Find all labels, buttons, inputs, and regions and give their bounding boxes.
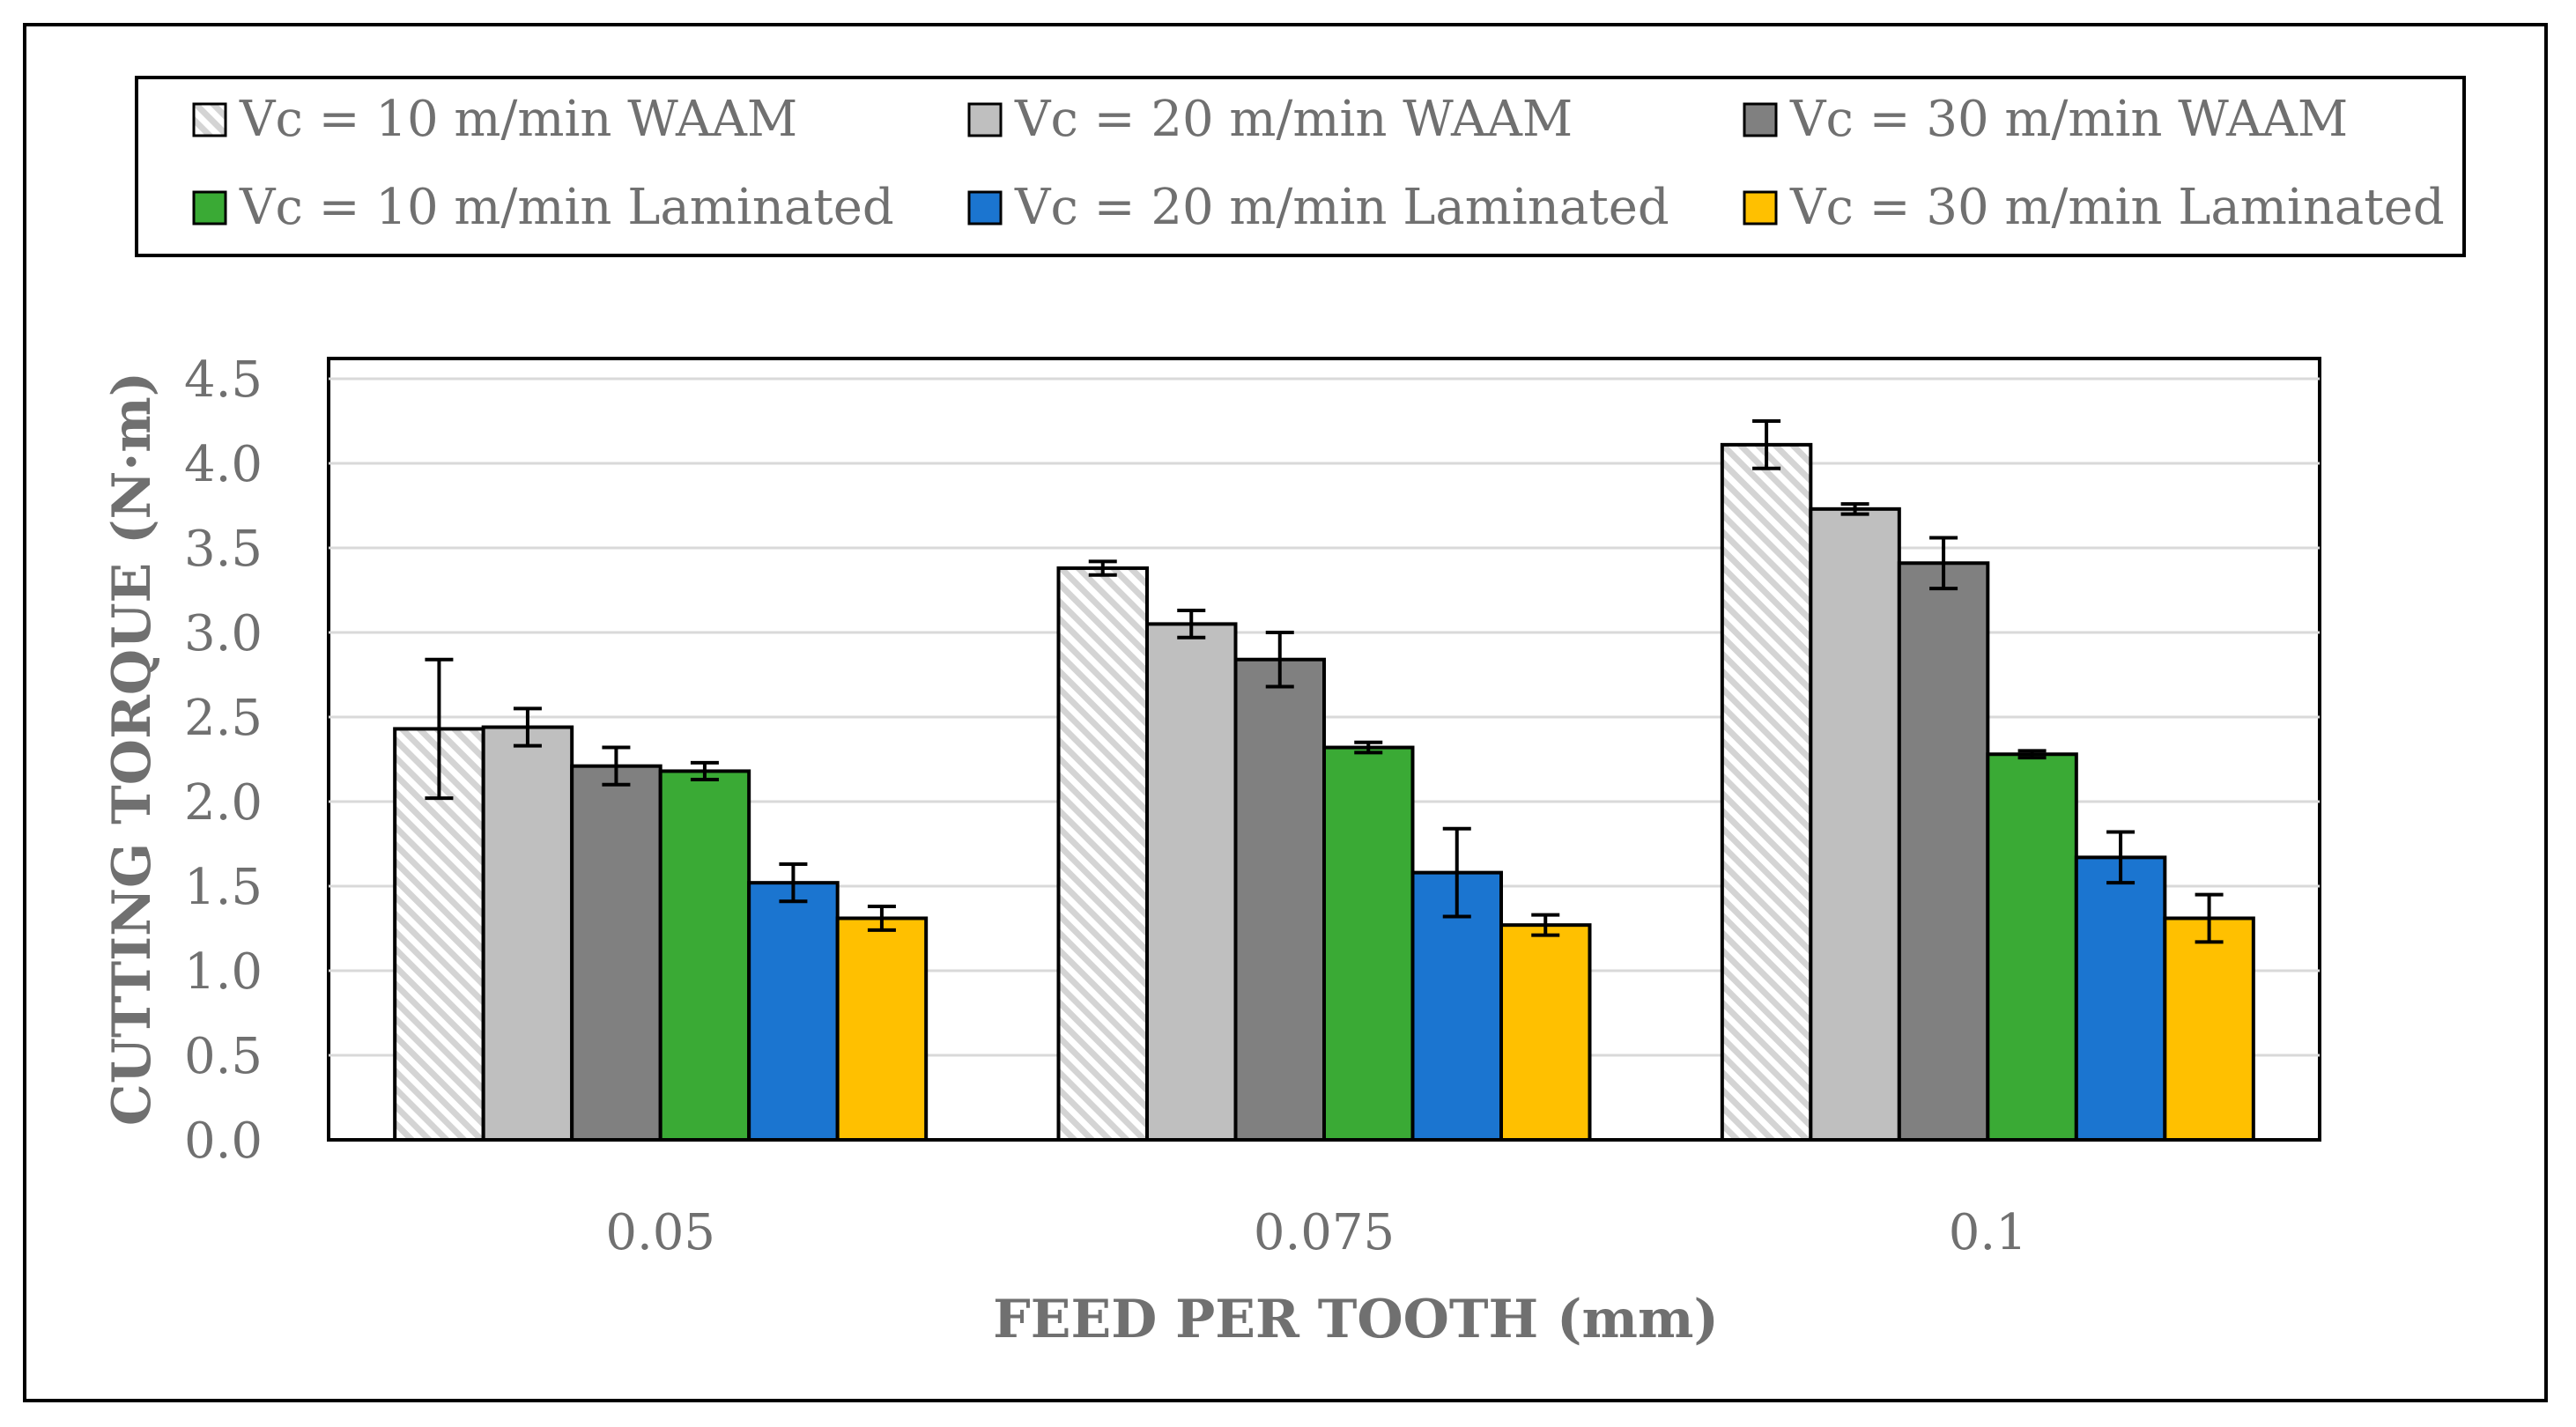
legend-swatch xyxy=(192,190,227,226)
legend-label: Vc = 20 m/min WAAM xyxy=(1014,91,1573,148)
bar xyxy=(1056,566,1149,1142)
bar xyxy=(1499,923,1592,1142)
y-tick-label: 4.0 xyxy=(184,436,263,493)
legend-swatch xyxy=(1743,102,1778,137)
bar xyxy=(1322,745,1415,1142)
legend-label: Vc = 10 m/min Laminated xyxy=(239,179,894,236)
bar xyxy=(1986,752,2078,1142)
bar xyxy=(2074,855,2167,1142)
legend-swatch xyxy=(192,102,227,137)
x-axis-label: FEED PER TOOTH (mm) xyxy=(993,1289,1719,1350)
bar xyxy=(1897,561,1990,1142)
bar xyxy=(747,881,840,1142)
legend-label: Vc = 20 m/min Laminated xyxy=(1014,179,1669,236)
y-tick-label: 0.5 xyxy=(184,1028,263,1085)
y-tick-label: 1.5 xyxy=(184,859,263,916)
legend-label: Vc = 30 m/min Laminated xyxy=(1789,179,2445,236)
legend-swatch xyxy=(1743,190,1778,226)
bar xyxy=(835,916,929,1142)
x-tick-label: 0.075 xyxy=(1254,1204,1395,1261)
legend xyxy=(135,76,2466,257)
legend-label: Vc = 10 m/min WAAM xyxy=(239,91,797,148)
bar xyxy=(570,764,663,1142)
legend-swatch xyxy=(967,190,1003,226)
y-tick-label: 3.0 xyxy=(184,605,263,662)
y-axis-label: CUTTING TORQUE (N·m) xyxy=(101,372,163,1126)
bar xyxy=(1145,622,1238,1142)
legend-swatch xyxy=(967,102,1003,137)
x-tick-label: 0.05 xyxy=(605,1204,715,1261)
bar xyxy=(658,769,751,1142)
bar xyxy=(1809,506,1901,1142)
bar xyxy=(2163,916,2255,1142)
y-tick-label: 2.0 xyxy=(184,774,263,832)
x-tick-label: 0.1 xyxy=(1949,1204,2027,1261)
y-tick-label: 2.5 xyxy=(184,690,263,747)
bar xyxy=(1720,442,1813,1142)
bar xyxy=(481,725,574,1142)
bar xyxy=(1233,657,1326,1142)
y-tick-label: 0.0 xyxy=(184,1113,263,1170)
y-tick-label: 1.0 xyxy=(184,943,263,1001)
y-tick-label: 3.5 xyxy=(184,521,263,578)
legend-label: Vc = 30 m/min WAAM xyxy=(1789,91,2348,148)
y-tick-label: 4.5 xyxy=(184,351,263,409)
